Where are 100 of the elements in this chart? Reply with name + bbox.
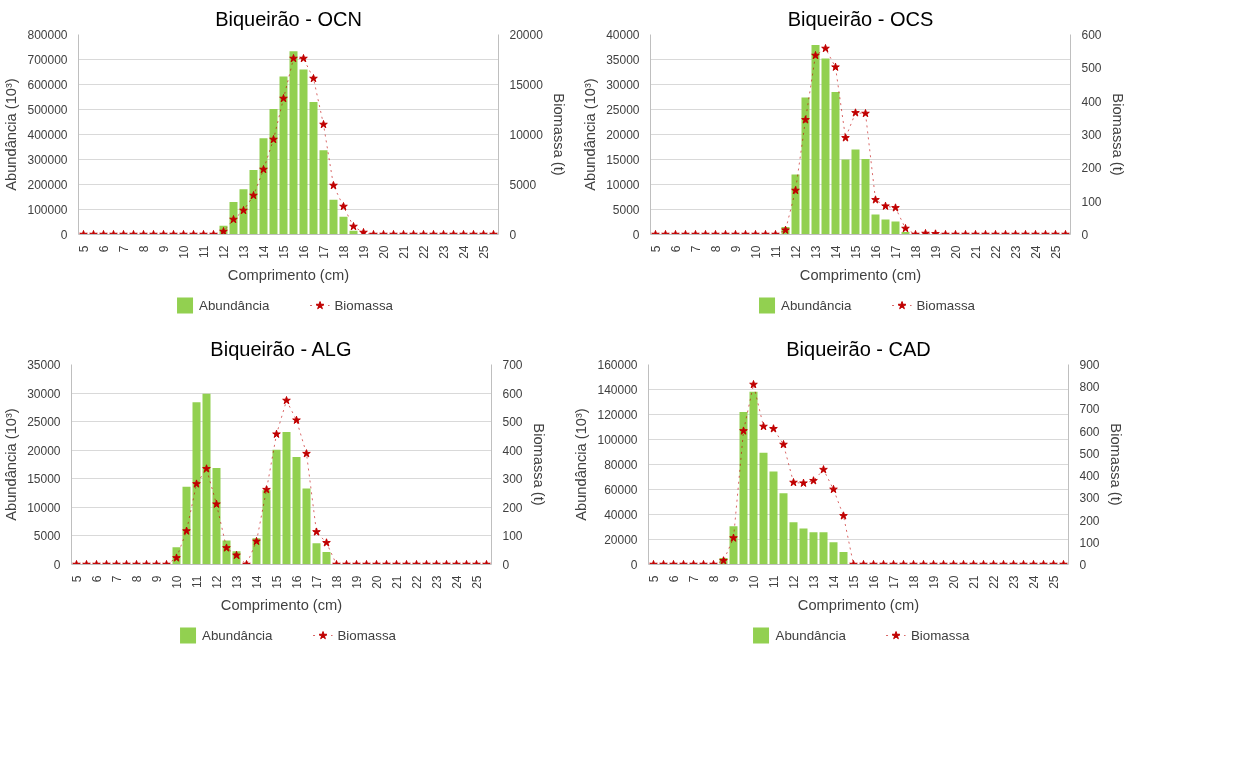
y2-tick-label: 10000 xyxy=(509,128,544,142)
x-tick-label: 6 xyxy=(90,575,104,583)
y-tick-label: 30000 xyxy=(606,78,640,92)
y-tick-label: 100000 xyxy=(27,203,68,217)
x-tick-label: 5 xyxy=(70,575,84,583)
x-tick-label: 9 xyxy=(727,575,741,583)
x-tick-label: 5 xyxy=(77,245,91,253)
legend-label: Biomassa xyxy=(337,627,396,643)
y2-axis-title: Biomassa (t) xyxy=(530,423,547,506)
x-tick-label: 20 xyxy=(947,575,961,589)
x-tick-label: 25 xyxy=(477,245,491,259)
y2-axis-title: Biomassa (t) xyxy=(1107,423,1124,506)
x-tick-label: 8 xyxy=(137,245,151,253)
y-tick-label: 160000 xyxy=(597,358,638,372)
x-tick-label: 14 xyxy=(829,245,843,259)
y2-tick-label: 600 xyxy=(1081,28,1102,42)
x-axis-title: Comprimento (cm) xyxy=(227,266,350,283)
y2-tick-label: 200 xyxy=(502,500,523,515)
y2-axis-title: Biomassa (t) xyxy=(550,93,567,176)
y-tick-label: 80000 xyxy=(604,458,638,472)
y-tick-label: 200000 xyxy=(27,178,68,192)
y2-tick-label: 300 xyxy=(1079,491,1100,506)
x-tick-label: 20 xyxy=(377,245,391,259)
x-tick-label: 11 xyxy=(190,575,204,588)
y2-tick-label: 600 xyxy=(1079,424,1100,439)
x-tick-label: 21 xyxy=(967,575,981,589)
x-tick-label: 16 xyxy=(869,245,883,259)
legend-label: Biomassa xyxy=(910,627,970,643)
y2-tick-label: 200 xyxy=(1079,513,1100,528)
chart-title: Biqueirão - OCN xyxy=(215,7,362,30)
x-tick-label: 9 xyxy=(150,575,164,583)
x-axis-title: Comprimento (cm) xyxy=(797,596,920,613)
x-tick-label: 13 xyxy=(807,575,821,589)
x-tick-label: 7 xyxy=(689,245,703,253)
y-tick-label: 10000 xyxy=(606,178,640,192)
x-tick-label: 24 xyxy=(1029,245,1043,259)
x-tick-label: 5 xyxy=(649,245,663,253)
x-tick-label: 18 xyxy=(909,245,923,259)
x-axis-title: Comprimento (cm) xyxy=(220,596,343,613)
x-tick-label: 7 xyxy=(110,575,124,583)
y2-tick-label: 400 xyxy=(502,443,523,458)
y2-tick-label: 0 xyxy=(1081,228,1089,242)
y2-tick-label: 100 xyxy=(502,529,523,544)
x-tick-label: 8 xyxy=(707,575,721,583)
x-tick-label: 15 xyxy=(270,575,284,589)
y2-tick-label: 300 xyxy=(1081,128,1102,142)
legend-label: Abundância xyxy=(781,297,852,313)
y2-tick-label: 100 xyxy=(1081,194,1102,209)
x-tick-label: 17 xyxy=(317,245,331,259)
y2-tick-label: 15000 xyxy=(509,78,544,92)
x-tick-label: 20 xyxy=(370,575,384,589)
x-tick-label: 17 xyxy=(889,245,903,259)
x-tick-label: 15 xyxy=(277,245,291,259)
x-tick-label: 10 xyxy=(747,575,761,589)
x-tick-label: 14 xyxy=(250,575,264,589)
legend-label: Biomassa xyxy=(334,297,393,313)
x-tick-label: 8 xyxy=(130,575,144,583)
x-tick-label: 10 xyxy=(749,245,763,259)
y-tick-label: 25000 xyxy=(27,415,61,430)
y-tick-label: 30000 xyxy=(27,386,61,401)
y2-tick-label: 500 xyxy=(1079,446,1100,461)
y-tick-label: 5000 xyxy=(33,529,61,544)
y-tick-label: 100000 xyxy=(597,433,638,447)
x-tick-label: 12 xyxy=(787,575,801,589)
y-tick-label: 600000 xyxy=(27,78,68,92)
x-tick-label: 12 xyxy=(210,575,224,589)
y-tick-label: 140000 xyxy=(597,383,638,397)
y-tick-label: 300000 xyxy=(27,153,68,167)
y-tick-label: 25000 xyxy=(606,103,640,117)
y-tick-label: 40000 xyxy=(606,28,640,42)
x-tick-label: 19 xyxy=(927,575,941,589)
y-tick-label: 15000 xyxy=(606,153,640,167)
x-tick-label: 24 xyxy=(457,245,471,259)
x-tick-label: 19 xyxy=(929,245,943,259)
y2-tick-label: 700 xyxy=(1079,402,1100,417)
x-tick-label: 19 xyxy=(350,575,364,589)
x-tick-label: 23 xyxy=(1007,575,1021,589)
x-tick-label: 17 xyxy=(310,575,324,589)
x-tick-label: 22 xyxy=(987,575,1001,589)
x-axis-title: Comprimento (cm) xyxy=(799,266,922,283)
y-tick-label: 20000 xyxy=(604,533,638,547)
y2-tick-label: 100 xyxy=(1079,535,1100,550)
y-tick-label: 0 xyxy=(60,228,68,242)
x-tick-label: 6 xyxy=(669,245,683,253)
y-axis-title: Abundância (10³) xyxy=(573,408,590,521)
y2-tick-label: 0 xyxy=(509,228,517,242)
x-tick-label: 14 xyxy=(257,245,271,259)
y-axis-title: Abundância (10³) xyxy=(3,78,20,191)
x-tick-label: 11 xyxy=(769,245,783,258)
y2-tick-label: 300 xyxy=(502,472,523,487)
y-axis-title: Abundância (10³) xyxy=(3,408,20,521)
y-tick-label: 35000 xyxy=(606,53,640,67)
legend-label: Abundância xyxy=(199,297,270,313)
y-tick-label: 60000 xyxy=(604,483,638,497)
x-tick-label: 21 xyxy=(397,245,411,259)
x-tick-label: 21 xyxy=(969,245,983,259)
x-tick-label: 23 xyxy=(430,575,444,589)
x-tick-label: 13 xyxy=(237,245,251,259)
legend-label: Abundância xyxy=(202,627,273,643)
y2-axis-title: Biomassa (t) xyxy=(1109,93,1126,176)
